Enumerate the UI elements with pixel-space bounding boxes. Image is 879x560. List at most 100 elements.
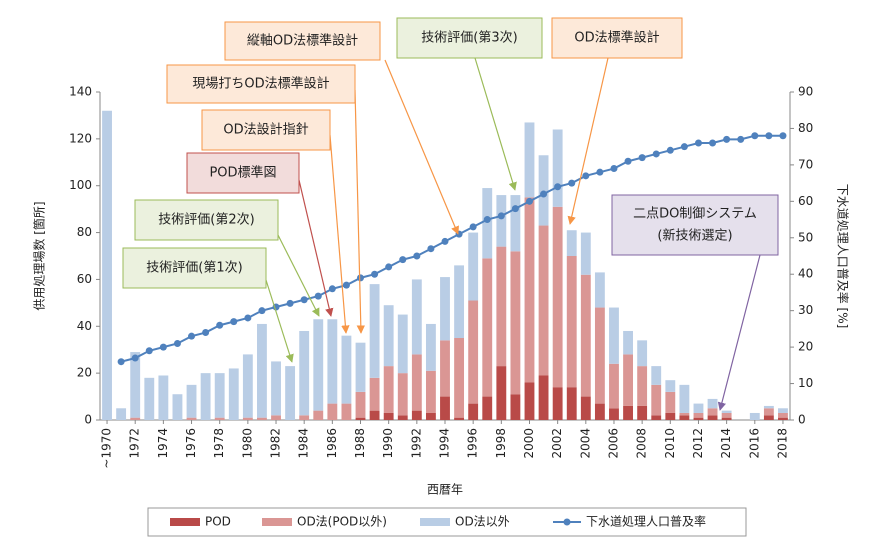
legend-swatch-dot [563, 518, 571, 526]
bar [651, 415, 662, 420]
bar [130, 352, 141, 418]
line-point [638, 154, 646, 162]
y-tick-label: 120 [69, 131, 92, 145]
line-point [258, 307, 266, 315]
line-point [497, 212, 505, 220]
annotation: OD法標準設計 [551, 17, 683, 59]
y2-tick-label: 50 [798, 230, 813, 244]
y2-tick-label: 10 [798, 376, 813, 390]
y2-tick-label: 70 [798, 157, 813, 171]
line-point [427, 245, 435, 253]
line-point [568, 179, 576, 187]
bar [778, 417, 788, 420]
line-point [779, 132, 787, 140]
bar [665, 391, 676, 413]
bar [637, 366, 648, 406]
bar [566, 387, 577, 420]
bar [763, 408, 774, 416]
legend-swatch [262, 518, 292, 526]
line-point [469, 223, 477, 231]
legend-label: 下水道処理人口普及率 [586, 514, 706, 529]
line-point [610, 165, 618, 173]
annotation-arrow [354, 89, 366, 334]
line-point [399, 256, 407, 264]
bar [468, 232, 479, 301]
bar [609, 363, 619, 409]
y2-tick-label: 90 [798, 85, 813, 99]
bar [440, 277, 450, 341]
bar [271, 361, 281, 416]
x-tick-label: 2000 [522, 428, 536, 459]
bar [327, 319, 338, 404]
bar [566, 230, 577, 256]
bar [299, 415, 310, 420]
x-tick-label: 2014 [719, 428, 733, 459]
bar [299, 330, 310, 416]
line-point [652, 150, 660, 158]
line-point [314, 292, 322, 300]
annotation: 技術評価(第3次) [396, 17, 543, 59]
line-point [441, 237, 449, 245]
bar [397, 373, 408, 416]
line-point [483, 216, 491, 224]
line-point [624, 157, 632, 165]
bar [383, 366, 394, 413]
bar [623, 405, 633, 420]
x-tick-label: 2018 [775, 428, 789, 459]
bar [679, 415, 690, 420]
line-point [680, 143, 688, 151]
annotation: 縦軸OD法標準設計 [224, 21, 381, 61]
line-point [511, 205, 519, 213]
line-point [723, 135, 731, 143]
bar [665, 380, 676, 392]
bar [609, 307, 619, 364]
bar [524, 122, 535, 198]
bar [341, 335, 352, 404]
bar [693, 412, 704, 418]
x-tick-label: 2002 [550, 428, 564, 459]
bar [510, 251, 521, 395]
line-point [117, 358, 125, 366]
annotation-box [201, 109, 331, 151]
legend-label: OD法(POD以外) [297, 515, 387, 529]
line-point [385, 263, 393, 271]
line-point [145, 347, 153, 355]
bar [355, 417, 366, 420]
line-point [765, 132, 773, 140]
annotation-arrow [329, 134, 350, 334]
bar [411, 279, 422, 355]
bar [425, 412, 436, 420]
bar [778, 408, 788, 413]
line-point [342, 281, 350, 289]
x-tick-label: 2016 [747, 428, 761, 459]
bar [411, 354, 422, 411]
bar [313, 410, 324, 420]
bar [594, 403, 605, 420]
legend-label: POD [205, 515, 231, 529]
legend-label: OD法以外 [455, 515, 510, 529]
line-point [216, 321, 224, 329]
bar [397, 314, 408, 374]
bar [538, 375, 549, 420]
bar [496, 246, 507, 367]
y-tick-label: 60 [77, 272, 92, 286]
line-point [413, 252, 421, 260]
bar [257, 417, 267, 420]
bar [369, 377, 380, 411]
bar [609, 408, 619, 420]
bar [707, 398, 718, 409]
bar [580, 232, 591, 275]
bar [679, 384, 690, 413]
bar [566, 256, 577, 388]
bar [116, 408, 127, 420]
annotation-text: (新技術選定) [657, 228, 732, 244]
annotation-arrow [474, 57, 517, 191]
y-tick-label: 0 [84, 413, 92, 427]
x-tick-label: ~1970 [100, 428, 114, 469]
x-tick-label: 2010 [663, 428, 677, 459]
bar [355, 391, 366, 418]
x-tick-label: 1990 [381, 428, 395, 459]
x-tick-label: 1996 [466, 428, 480, 459]
line-point [709, 139, 717, 147]
annotation-arrow [717, 254, 761, 411]
